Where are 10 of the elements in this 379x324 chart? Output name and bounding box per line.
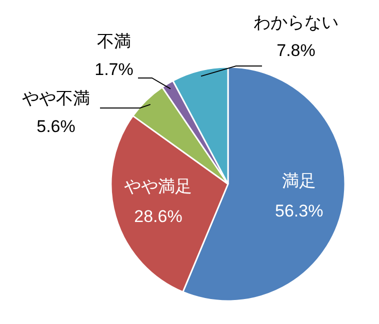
data-label: 28.6% [134,206,182,226]
slice-label: やや不満 [22,89,90,108]
slice-label: わからない [254,13,338,32]
data-label: 5.6% [36,117,76,136]
slice-label: 不満 [97,32,131,51]
data-label: 1.7% [94,60,134,79]
slice-label: 満足 [282,171,316,190]
data-label: 7.8% [276,41,316,60]
slice-label: やや満足 [124,176,192,196]
data-label: 56.3% [275,201,324,220]
